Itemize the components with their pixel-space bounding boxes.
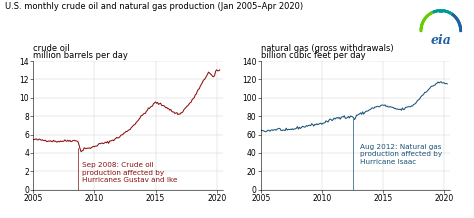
Text: eia: eia [430, 34, 451, 47]
Text: crude oil: crude oil [33, 44, 70, 53]
Text: billion cubic feet per day: billion cubic feet per day [261, 51, 365, 60]
Text: U.S. monthly crude oil and natural gas production (Jan 2005–Apr 2020): U.S. monthly crude oil and natural gas p… [5, 2, 303, 11]
Text: million barrels per day: million barrels per day [33, 51, 128, 60]
Text: natural gas (gross withdrawals): natural gas (gross withdrawals) [261, 44, 393, 53]
Text: Aug 2012: Natural gas
production affected by
Hurricane Isaac: Aug 2012: Natural gas production affecte… [360, 144, 442, 165]
Text: Sep 2008: Crude oil
production affected by
Hurricanes Gustav and Ike: Sep 2008: Crude oil production affected … [82, 162, 178, 183]
